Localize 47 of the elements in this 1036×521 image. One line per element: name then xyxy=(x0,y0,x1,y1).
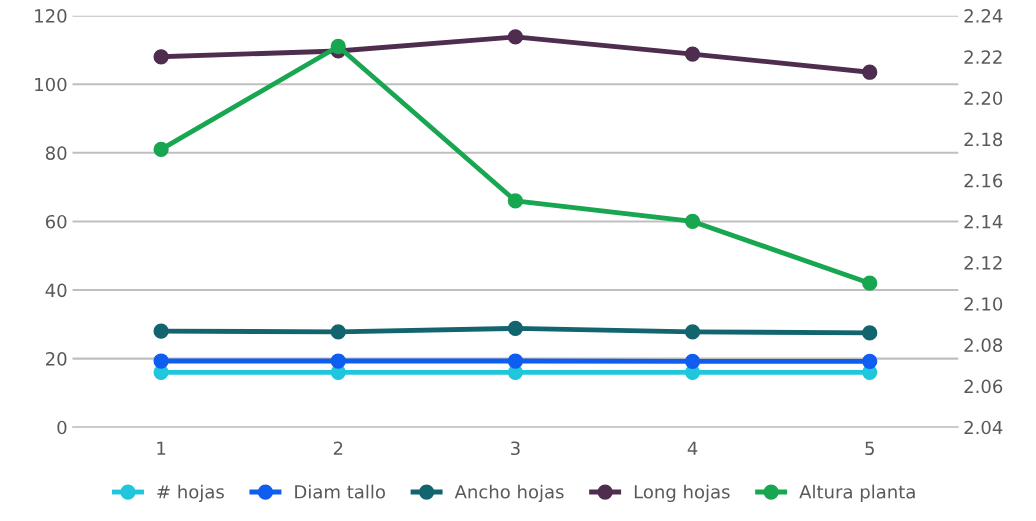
legend-label: Altura planta xyxy=(799,484,915,503)
y2-tick-label: 2.08 xyxy=(964,338,1003,353)
point xyxy=(684,324,701,340)
point xyxy=(507,29,524,45)
x-tick-label: 2 xyxy=(333,441,343,455)
point xyxy=(862,353,878,370)
legend-label: # hojas xyxy=(157,484,224,503)
point xyxy=(153,141,169,158)
y-tick-label: 80 xyxy=(45,146,67,160)
point xyxy=(507,320,524,337)
y2-tick-label: 2.06 xyxy=(964,379,1003,394)
y2-tick-label: 2.12 xyxy=(964,256,1002,270)
point xyxy=(330,324,346,340)
y2-tick-label: 2.20 xyxy=(964,91,1003,106)
point xyxy=(153,353,169,369)
y2-tick-label: 2.22 xyxy=(964,50,1002,64)
y2-tick-label: 2.14 xyxy=(964,214,1003,229)
y2-tick-label: 2.10 xyxy=(964,297,1003,311)
point xyxy=(684,213,701,230)
point xyxy=(507,353,524,369)
y-tick-label: 0 xyxy=(57,420,67,435)
point xyxy=(684,46,701,62)
point xyxy=(862,325,878,341)
point xyxy=(330,38,346,55)
y2-tick-label: 2.04 xyxy=(964,420,1003,435)
point xyxy=(153,323,169,339)
x-tick-label: 5 xyxy=(865,441,874,456)
x-tick-label: 4 xyxy=(687,441,698,455)
y-tick-label: 120 xyxy=(35,9,67,23)
point xyxy=(507,193,524,209)
point xyxy=(862,64,878,80)
y-tick-label: 60 xyxy=(45,214,67,229)
y-tick-label: 40 xyxy=(45,283,67,298)
legend-label: Long hojas xyxy=(634,484,730,503)
x-tick-label: 3 xyxy=(511,441,520,456)
legend-label: Ancho hojas xyxy=(454,484,564,503)
y2-tick-label: 2.16 xyxy=(964,173,1003,188)
y-tick-label: 20 xyxy=(46,352,67,366)
y-tick-label: 100 xyxy=(35,77,67,92)
point xyxy=(862,275,878,291)
legend-label: Diam tallo xyxy=(295,484,385,499)
point xyxy=(153,49,169,65)
x-tick-label: 1 xyxy=(157,441,166,455)
point xyxy=(330,353,346,369)
y2-tick-label: 2.18 xyxy=(964,132,1003,147)
y2-tick-label: 2.24 xyxy=(964,9,1003,23)
point xyxy=(684,353,701,370)
